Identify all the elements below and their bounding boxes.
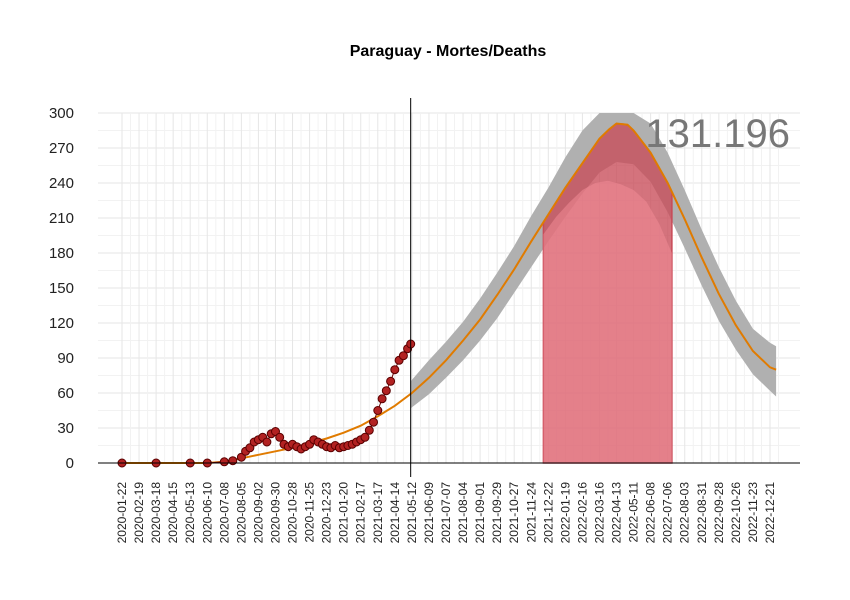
- x-tick-label: 2021-03-17: [371, 482, 385, 544]
- observed-point: [377, 394, 387, 404]
- y-tick-label: 240: [49, 175, 74, 192]
- x-tick-label: 2022-04-13: [610, 482, 624, 544]
- x-tick-label: 2021-11-24: [524, 482, 538, 543]
- x-tick-label: 2022-07-06: [661, 482, 675, 544]
- observed-point: [373, 406, 383, 415]
- x-tick-label: 2020-01-22: [115, 482, 129, 544]
- y-tick-label: 0: [66, 455, 74, 472]
- x-tick-label: 2020-10-28: [286, 482, 300, 544]
- y-tick-label: 180: [49, 245, 74, 262]
- x-tick-label: 2020-02-19: [132, 482, 146, 544]
- x-tick-label: 2021-06-09: [422, 482, 436, 544]
- y-tick-label: 300: [49, 105, 74, 122]
- y-tick-label: 150: [49, 280, 74, 297]
- x-tick-label: 2022-05-11: [627, 482, 641, 543]
- x-tick-label: 2022-06-08: [644, 482, 658, 544]
- x-tick-label: 2021-04-14: [388, 482, 402, 544]
- total-deaths-annotation: 131.196: [645, 112, 790, 156]
- x-axis-ticks: 2020-01-22 2020-02-19 2020-03-18 2020-04-15…: [115, 482, 777, 544]
- observed-point: [369, 417, 378, 427]
- x-tick-label: 2020-08-05: [234, 482, 248, 544]
- observed-point: [386, 376, 396, 386]
- y-tick-label: 210: [49, 210, 74, 227]
- x-tick-label: 2021-12-22: [541, 482, 555, 544]
- x-tick-label: 2020-07-08: [217, 482, 231, 544]
- chart-title: Paraguay - Mortes/Deaths: [350, 43, 547, 60]
- grid: [98, 112, 800, 464]
- x-tick-label: 2022-08-31: [695, 482, 709, 544]
- y-tick-label: 90: [57, 350, 74, 367]
- peak-area-inner: [543, 180, 672, 463]
- x-tick-label: 2020-09-30: [269, 482, 283, 544]
- observed-point: [262, 437, 272, 447]
- x-tick-label: 2021-07-07: [439, 482, 453, 544]
- x-tick-label: 2020-11-25: [303, 482, 317, 543]
- x-tick-label: 2022-11-23: [746, 482, 760, 543]
- x-tick-label: 2020-06-10: [200, 482, 214, 544]
- fitted-curve: [122, 122, 777, 464]
- x-tick-label: 2020-09-02: [251, 482, 265, 544]
- observed-point: [390, 365, 400, 375]
- x-tick-label: 2021-09-29: [490, 482, 504, 544]
- x-tick-label: 2022-02-16: [575, 482, 589, 544]
- y-tick-label: 60: [57, 385, 74, 402]
- x-tick-label: 2021-05-12: [405, 482, 419, 544]
- x-tick-label: 2020-12-23: [320, 482, 334, 544]
- x-tick-label: 2021-02-17: [354, 482, 368, 544]
- observed-point: [381, 386, 391, 396]
- observed-point: [398, 351, 408, 361]
- x-tick-label: 2022-08-03: [678, 482, 692, 544]
- x-tick-label: 2022-09-28: [712, 482, 726, 544]
- y-tick-label: 120: [49, 315, 74, 332]
- x-tick-label: 2020-03-18: [149, 482, 163, 544]
- x-tick-label: 2022-10-26: [729, 482, 743, 544]
- observed-point: [364, 425, 374, 435]
- y-tick-label: 270: [49, 140, 74, 157]
- y-axis-ticks: 0 30 60 90 120 150 180 210 240 270 300: [49, 105, 74, 472]
- x-tick-label: 2021-10-27: [507, 482, 521, 544]
- x-tick-label: 2022-01-19: [558, 482, 572, 544]
- x-tick-label: 2022-03-16: [593, 482, 607, 544]
- observed-point: [275, 432, 285, 442]
- axes: [98, 98, 800, 477]
- x-tick-label: 2021-01-20: [337, 482, 351, 544]
- observed-point: [219, 457, 229, 467]
- x-tick-label: 2022-12-21: [763, 482, 777, 544]
- peak-area: [542, 123, 673, 464]
- y-tick-label: 30: [57, 420, 74, 437]
- x-tick-label: 2020-05-13: [183, 482, 197, 544]
- series-lines: [122, 122, 777, 464]
- x-tick-label: 2020-04-15: [166, 482, 180, 544]
- x-tick-label: 2021-08-04: [456, 482, 470, 544]
- observed-point: [360, 432, 370, 442]
- observed-points: [117, 339, 416, 468]
- x-tick-label: 2021-09-01: [473, 482, 487, 544]
